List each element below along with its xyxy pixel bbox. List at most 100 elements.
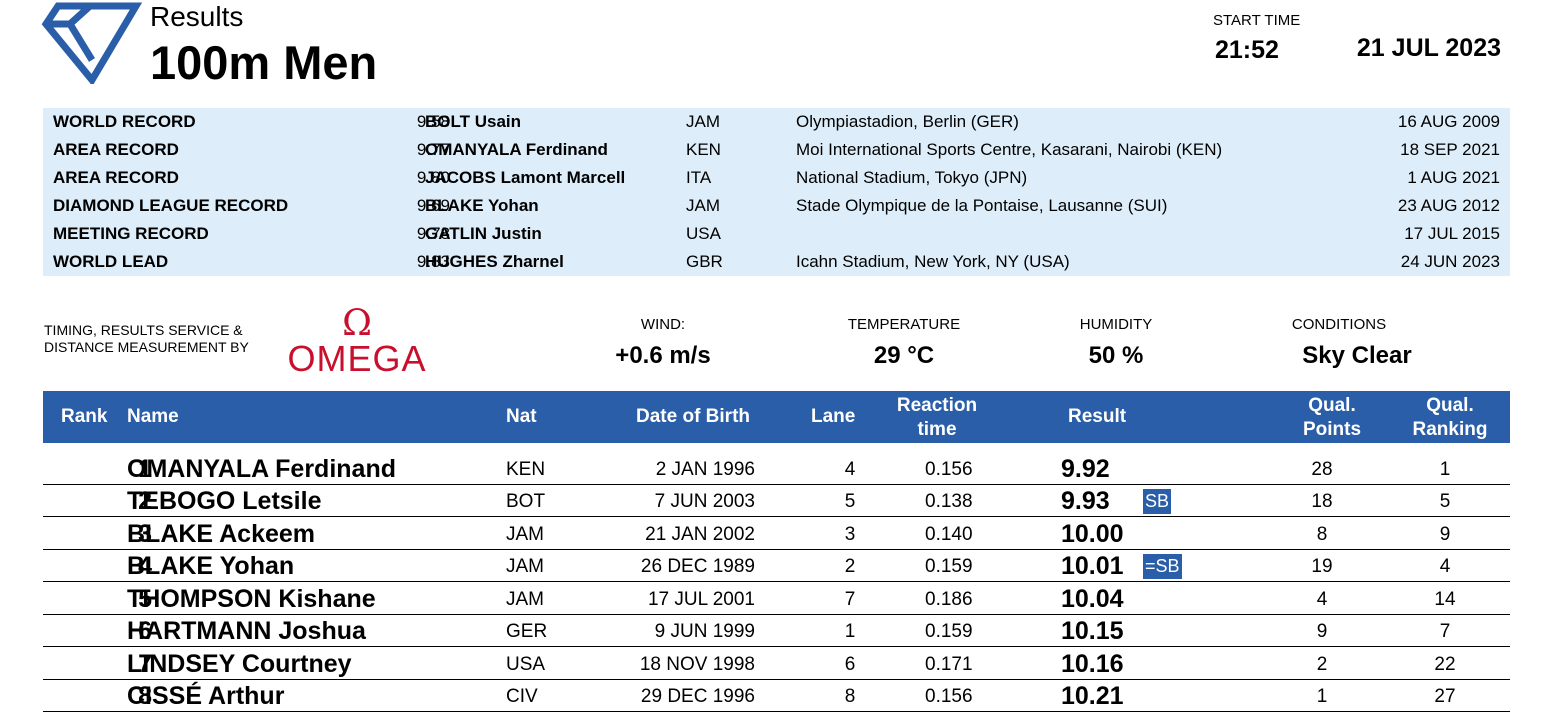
cell-reaction: 0.156 <box>925 459 973 480</box>
cell-result: 10.00 <box>1061 520 1124 548</box>
cell-ranking: 9 <box>1439 524 1451 545</box>
cell-rank: 3 <box>138 520 152 548</box>
table-row: 5 THOMPSON Kishane JAM 17 JUL 2001 7 0.186 10.… <box>43 582 1510 615</box>
cell-ranking: 27 <box>1434 686 1456 707</box>
cell-points: 18 <box>1311 491 1333 512</box>
cell-points: 28 <box>1311 459 1333 480</box>
record-row: AREA RECORD 9.80 JACOBS Lamont Marcell ITA N… <box>43 164 1510 192</box>
table-row: 1 OMANYALA Ferdinand KEN 2 JAN 1996 4 0.156 9.… <box>43 452 1510 485</box>
cell-reaction: 0.140 <box>925 524 973 545</box>
record-row: WORLD RECORD 9.58 BOLT Usain JAM Olympiastad… <box>43 108 1510 136</box>
cell-result: 10.21 <box>1061 682 1124 710</box>
record-venue: Stade Olympique de la Pontaise, Lausanne… <box>796 196 1168 215</box>
record-date: 16 AUG 2009 <box>1397 112 1500 131</box>
record-mark: 9.69 <box>416 196 450 215</box>
cell-dob: 18 NOV 1998 <box>639 654 755 675</box>
start-time: 21:52 <box>1215 36 1279 64</box>
header-qual-points: Qual. Points <box>1292 394 1372 442</box>
cell-nat: USA <box>506 654 546 675</box>
header-dob: Date of Birth <box>636 406 750 427</box>
cell-rank: 2 <box>138 487 152 515</box>
record-venue: Olympiastadion, Berlin (GER) <box>796 112 1019 131</box>
cell-name: OMANYALA Ferdinand <box>127 455 396 483</box>
cell-name: LINDSEY Courtney <box>127 650 352 678</box>
cell-ranking: 7 <box>1439 621 1451 642</box>
record-nat: KEN <box>686 140 721 159</box>
cell-lane: 3 <box>844 524 856 545</box>
header-reaction-line1: Reaction <box>896 395 978 416</box>
humidity-label: HUMIDITY <box>1079 316 1153 333</box>
cell-points: 4 <box>1316 589 1328 610</box>
record-date: 23 AUG 2012 <box>1397 196 1500 215</box>
cell-nat: KEN <box>506 459 546 480</box>
header-nat: Nat <box>506 406 537 427</box>
cell-lane: 5 <box>844 491 856 512</box>
header-qual-ranking: Qual. Ranking <box>1405 394 1495 442</box>
cell-points: 9 <box>1316 621 1328 642</box>
record-athlete: OMANYALA Ferdinand <box>425 140 608 159</box>
record-athlete: BOLT Usain <box>425 112 522 131</box>
record-mark: 9.58 <box>416 112 450 131</box>
cell-rank: 7 <box>138 650 152 678</box>
cell-reaction: 0.159 <box>925 556 973 577</box>
cell-rank: 4 <box>138 552 152 580</box>
table-row: 7 LINDSEY Courtney USA 18 NOV 1998 6 0.171 10.… <box>43 647 1510 680</box>
timing-label-line1: TIMING, RESULTS SERVICE & <box>44 322 243 338</box>
cell-ranking: 22 <box>1434 654 1456 675</box>
timing-label-line2: DISTANCE MEASUREMENT BY <box>44 339 249 355</box>
record-date: 17 JUL 2015 <box>1404 224 1500 243</box>
cell-dob: 26 DEC 1989 <box>640 556 755 577</box>
record-nat: USA <box>686 224 721 243</box>
cell-points: 1 <box>1316 686 1328 707</box>
cell-name: HARTMANN Joshua <box>127 617 366 645</box>
record-type: WORLD RECORD <box>53 112 196 131</box>
record-athlete: HUGHES Zharnel <box>425 252 564 271</box>
cell-rank: 6 <box>138 617 152 645</box>
table-row: 4 BLAKE Yohan JAM 26 DEC 1989 2 0.159 10.01 19 4… <box>43 549 1510 582</box>
wind-label: WIND: <box>640 316 686 333</box>
cell-nat: CIV <box>506 686 538 707</box>
cell-dob: 7 JUN 2003 <box>654 491 755 512</box>
header-qual-points-line1: Qual. <box>1308 395 1356 416</box>
cell-result: 10.16 <box>1061 650 1124 678</box>
cell-name: BLAKE Ackeem <box>127 520 316 548</box>
cell-reaction: 0.171 <box>925 654 973 675</box>
cell-name: TEBOGO Letsile <box>127 487 322 515</box>
record-type: DIAMOND LEAGUE RECORD <box>53 196 289 215</box>
cell-nat: BOT <box>506 491 546 512</box>
header-result: Result <box>1068 406 1127 427</box>
season-best-badge: =SB <box>1143 554 1182 579</box>
record-athlete: BLAKE Yohan <box>425 196 539 215</box>
record-athlete: JACOBS Lamont Marcell <box>425 168 626 187</box>
record-athlete: GATLIN Justin <box>425 224 542 243</box>
cell-reaction: 0.186 <box>925 589 973 610</box>
record-nat: JAM <box>686 196 720 215</box>
cell-dob: 21 JAN 2002 <box>645 524 755 545</box>
record-type: MEETING RECORD <box>53 224 209 243</box>
cell-result: 10.01 <box>1061 552 1124 580</box>
table-row: 8 CISSÉ Arthur CIV 29 DEC 1996 8 0.156 10.21 1 2… <box>43 679 1510 712</box>
record-mark: 9.83 <box>416 252 450 271</box>
cell-nat: JAM <box>506 556 544 577</box>
event-date: 21 JUL 2023 <box>1356 34 1501 62</box>
timing-label: TIMING, RESULTS SERVICE & DISTANCE MEASU… <box>44 322 284 356</box>
cell-dob: 2 JAN 1996 <box>655 459 755 480</box>
cell-nat: JAM <box>506 589 544 610</box>
table-row: 2 TEBOGO Letsile BOT 7 JUN 2003 5 0.138 9.93 18… <box>43 484 1510 517</box>
cell-reaction: 0.138 <box>925 491 973 512</box>
header-qual-ranking-line1: Qual. <box>1426 395 1474 416</box>
cell-ranking: 1 <box>1439 459 1451 480</box>
cell-ranking: 4 <box>1439 556 1451 577</box>
record-row: AREA RECORD 9.77 OMANYALA Ferdinand KEN Moi … <box>43 136 1510 164</box>
wind-value: +0.6 m/s <box>615 342 711 369</box>
header-lane: Lane <box>811 406 856 427</box>
record-mark: 9.78 <box>416 224 450 243</box>
record-mark: 9.77 <box>416 140 450 159</box>
cell-name: THOMPSON Kishane <box>127 585 376 613</box>
record-nat: JAM <box>686 112 720 131</box>
header-qual-points-line2: Points <box>1302 419 1362 440</box>
cell-result: 10.15 <box>1061 617 1124 645</box>
header-reaction: Reaction time <box>887 394 987 442</box>
humidity-value: 50 % <box>1088 342 1144 369</box>
cell-ranking: 14 <box>1434 589 1456 610</box>
